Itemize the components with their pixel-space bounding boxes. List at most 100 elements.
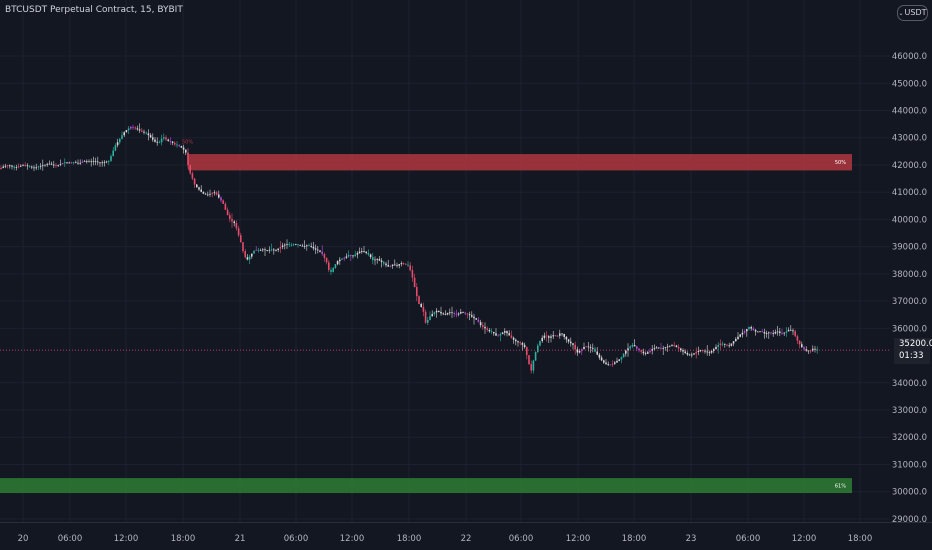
candle-body xyxy=(325,257,328,263)
candle-body xyxy=(136,128,139,130)
time-tick-label: 06:00 xyxy=(58,534,83,544)
candle-body xyxy=(790,329,792,331)
candle-body xyxy=(246,257,249,260)
candle-body xyxy=(268,249,271,251)
candle-body xyxy=(429,316,431,320)
candle-body xyxy=(796,336,799,341)
zone-support-label: 61% xyxy=(835,484,846,490)
candle-body xyxy=(446,312,449,315)
candle-body xyxy=(391,264,394,267)
candle-body xyxy=(31,166,33,168)
candle-body xyxy=(616,360,618,363)
candle-body xyxy=(633,345,636,347)
candle-body xyxy=(44,164,46,166)
candle-body xyxy=(464,312,466,314)
candle-body xyxy=(394,264,396,266)
candle-body xyxy=(669,345,671,347)
candle-body xyxy=(50,163,53,165)
candle-body xyxy=(182,147,185,150)
candle-body xyxy=(75,162,77,164)
last-price-value: 35200.0 xyxy=(899,339,932,349)
candle-body xyxy=(490,331,493,333)
candle-body xyxy=(178,145,180,147)
candle-body xyxy=(154,139,156,142)
candle-body xyxy=(24,165,26,167)
candle-body xyxy=(587,346,590,348)
candle-body xyxy=(141,130,143,132)
candle-body xyxy=(510,335,513,338)
candle-body xyxy=(695,351,697,354)
candle-body xyxy=(572,343,574,345)
candle-body xyxy=(658,347,660,349)
candle-body xyxy=(119,138,121,143)
candle-body xyxy=(611,363,614,365)
candle-body xyxy=(314,248,317,250)
price-axis[interactable]: 46000.0 45000.0 44000.0 43000.0 42000.0 41000… xyxy=(890,0,932,550)
candle-body xyxy=(583,346,585,350)
time-tick-label: 18:00 xyxy=(397,534,422,544)
candle-body xyxy=(215,192,218,195)
price-tick-label: 30000.0 xyxy=(892,488,927,498)
candle-body xyxy=(77,162,79,164)
candle-body xyxy=(761,331,763,333)
candle-body xyxy=(495,333,497,336)
candle-body xyxy=(768,332,770,334)
candle-body xyxy=(805,349,807,351)
chart-title: BTCUSDT Perpetual Contract, 15, BYBIT xyxy=(5,5,183,15)
candle-body xyxy=(290,244,293,246)
candle-body xyxy=(226,209,229,216)
candle-body xyxy=(539,341,541,346)
candle-body xyxy=(640,350,642,352)
candle-body xyxy=(576,349,579,353)
candle-body xyxy=(218,194,220,198)
candle-body xyxy=(9,165,11,167)
candle-body xyxy=(466,313,469,315)
candle-body xyxy=(0,167,2,170)
candle-body xyxy=(537,345,539,353)
candle-body xyxy=(627,348,629,351)
candle-body xyxy=(2,166,4,168)
price-tick-label: 46000.0 xyxy=(892,52,927,62)
candle-body xyxy=(26,165,29,167)
candle-body xyxy=(455,313,458,315)
candle-body xyxy=(347,255,350,257)
candle-body xyxy=(726,344,728,346)
candle-body xyxy=(251,253,253,257)
candle-body xyxy=(708,352,711,354)
candle-body xyxy=(13,166,15,168)
candle-body xyxy=(581,349,583,351)
candle-body xyxy=(17,166,20,168)
time-axis[interactable]: 20 06:00 12:00 18:00 21 06:00 12:00 18:00 22 06:0… xyxy=(0,522,932,550)
candle-body xyxy=(336,261,339,265)
candle-body xyxy=(317,249,319,251)
candle-body xyxy=(189,165,191,174)
candle-body xyxy=(105,161,108,163)
candle-body xyxy=(743,331,746,333)
candle-body xyxy=(717,345,719,347)
candle-body xyxy=(713,349,715,351)
candle-body xyxy=(728,345,730,347)
time-tick-label: 22 xyxy=(461,534,472,544)
candle-body xyxy=(532,360,535,371)
time-tick-label: 12:00 xyxy=(340,534,365,544)
candle-body xyxy=(578,350,581,353)
candle-body xyxy=(702,350,704,352)
candle-body xyxy=(484,326,486,329)
candle-body xyxy=(787,329,790,332)
candle-body xyxy=(488,329,491,332)
candle-body xyxy=(759,331,761,333)
candle-body xyxy=(341,258,343,260)
price-tick-label: 45000.0 xyxy=(892,79,927,89)
candle-body xyxy=(660,348,662,349)
currency-unit-button[interactable]: ⌄USDT xyxy=(897,5,928,21)
candle-body xyxy=(682,350,684,352)
candle-body xyxy=(781,333,783,334)
candle-body xyxy=(165,137,167,140)
candle-body xyxy=(750,327,752,329)
candle-body xyxy=(647,352,649,354)
candle-body xyxy=(332,267,334,272)
candle-body xyxy=(405,263,407,265)
candle-body xyxy=(691,354,693,356)
candle-body xyxy=(125,130,128,133)
